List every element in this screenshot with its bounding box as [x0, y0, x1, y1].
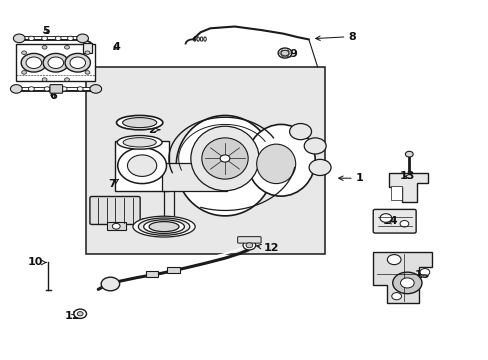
Text: 3: 3: [141, 218, 151, 228]
Circle shape: [55, 36, 61, 41]
FancyBboxPatch shape: [86, 67, 325, 253]
Ellipse shape: [138, 218, 189, 235]
Circle shape: [400, 278, 413, 288]
Ellipse shape: [122, 118, 157, 128]
Text: 8: 8: [315, 32, 355, 41]
Ellipse shape: [256, 144, 295, 184]
Circle shape: [21, 53, 46, 72]
Circle shape: [65, 53, 90, 72]
Polygon shape: [372, 252, 431, 303]
Circle shape: [21, 51, 26, 54]
Polygon shape: [388, 173, 427, 202]
Ellipse shape: [123, 138, 156, 147]
Text: 1: 1: [338, 173, 362, 183]
Circle shape: [10, 85, 22, 93]
Ellipse shape: [202, 138, 247, 179]
Text: 6: 6: [49, 91, 57, 101]
Circle shape: [386, 255, 400, 265]
Ellipse shape: [116, 116, 163, 130]
Ellipse shape: [176, 116, 273, 216]
FancyBboxPatch shape: [145, 271, 158, 277]
Circle shape: [220, 155, 229, 162]
Ellipse shape: [118, 148, 166, 184]
Circle shape: [70, 57, 85, 68]
Ellipse shape: [127, 155, 157, 176]
Circle shape: [64, 45, 69, 49]
Text: 14: 14: [382, 216, 398, 226]
Text: 15: 15: [414, 270, 429, 280]
Ellipse shape: [133, 216, 195, 237]
FancyBboxPatch shape: [115, 140, 168, 191]
Text: 9: 9: [285, 49, 297, 59]
Circle shape: [21, 71, 26, 74]
FancyBboxPatch shape: [237, 237, 261, 243]
FancyBboxPatch shape: [16, 44, 95, 81]
Circle shape: [419, 269, 429, 276]
Circle shape: [77, 87, 83, 91]
Ellipse shape: [308, 159, 330, 176]
Circle shape: [405, 151, 412, 157]
Text: 10: 10: [28, 257, 46, 267]
Ellipse shape: [289, 123, 311, 140]
Circle shape: [28, 87, 34, 91]
Circle shape: [61, 87, 67, 91]
FancyBboxPatch shape: [161, 163, 227, 192]
Circle shape: [13, 34, 25, 42]
Circle shape: [44, 87, 50, 91]
Circle shape: [245, 243, 252, 248]
Circle shape: [64, 78, 69, 81]
Text: 12: 12: [256, 243, 279, 253]
Circle shape: [41, 36, 47, 41]
Circle shape: [77, 34, 88, 42]
Circle shape: [48, 57, 63, 68]
FancyBboxPatch shape: [167, 267, 179, 273]
FancyBboxPatch shape: [372, 210, 415, 233]
Text: 4: 4: [113, 42, 121, 52]
FancyBboxPatch shape: [390, 186, 401, 200]
Ellipse shape: [246, 125, 315, 196]
Circle shape: [243, 240, 255, 250]
Text: 5: 5: [41, 26, 49, 36]
Circle shape: [90, 85, 102, 93]
Circle shape: [77, 312, 83, 316]
Text: 11: 11: [65, 311, 81, 321]
FancyBboxPatch shape: [90, 197, 140, 225]
Circle shape: [278, 48, 291, 58]
Ellipse shape: [101, 277, 120, 291]
Circle shape: [43, 53, 68, 72]
FancyBboxPatch shape: [50, 85, 62, 93]
Circle shape: [399, 221, 408, 227]
Circle shape: [392, 272, 421, 294]
Circle shape: [42, 78, 47, 81]
FancyBboxPatch shape: [82, 42, 92, 53]
Circle shape: [74, 309, 86, 319]
Ellipse shape: [143, 220, 184, 233]
Ellipse shape: [117, 135, 162, 149]
Ellipse shape: [190, 126, 259, 191]
Circle shape: [28, 36, 34, 41]
Text: 7: 7: [108, 179, 119, 189]
Circle shape: [112, 224, 120, 229]
Circle shape: [26, 57, 41, 68]
Circle shape: [85, 51, 90, 54]
Ellipse shape: [149, 222, 179, 231]
Circle shape: [42, 45, 47, 49]
Circle shape: [281, 50, 288, 56]
Text: 2: 2: [148, 125, 160, 135]
Circle shape: [67, 36, 73, 41]
Ellipse shape: [304, 138, 325, 154]
FancyBboxPatch shape: [106, 222, 126, 230]
Circle shape: [85, 71, 90, 74]
Text: 13: 13: [399, 171, 415, 181]
Circle shape: [391, 293, 401, 300]
Circle shape: [379, 214, 391, 222]
